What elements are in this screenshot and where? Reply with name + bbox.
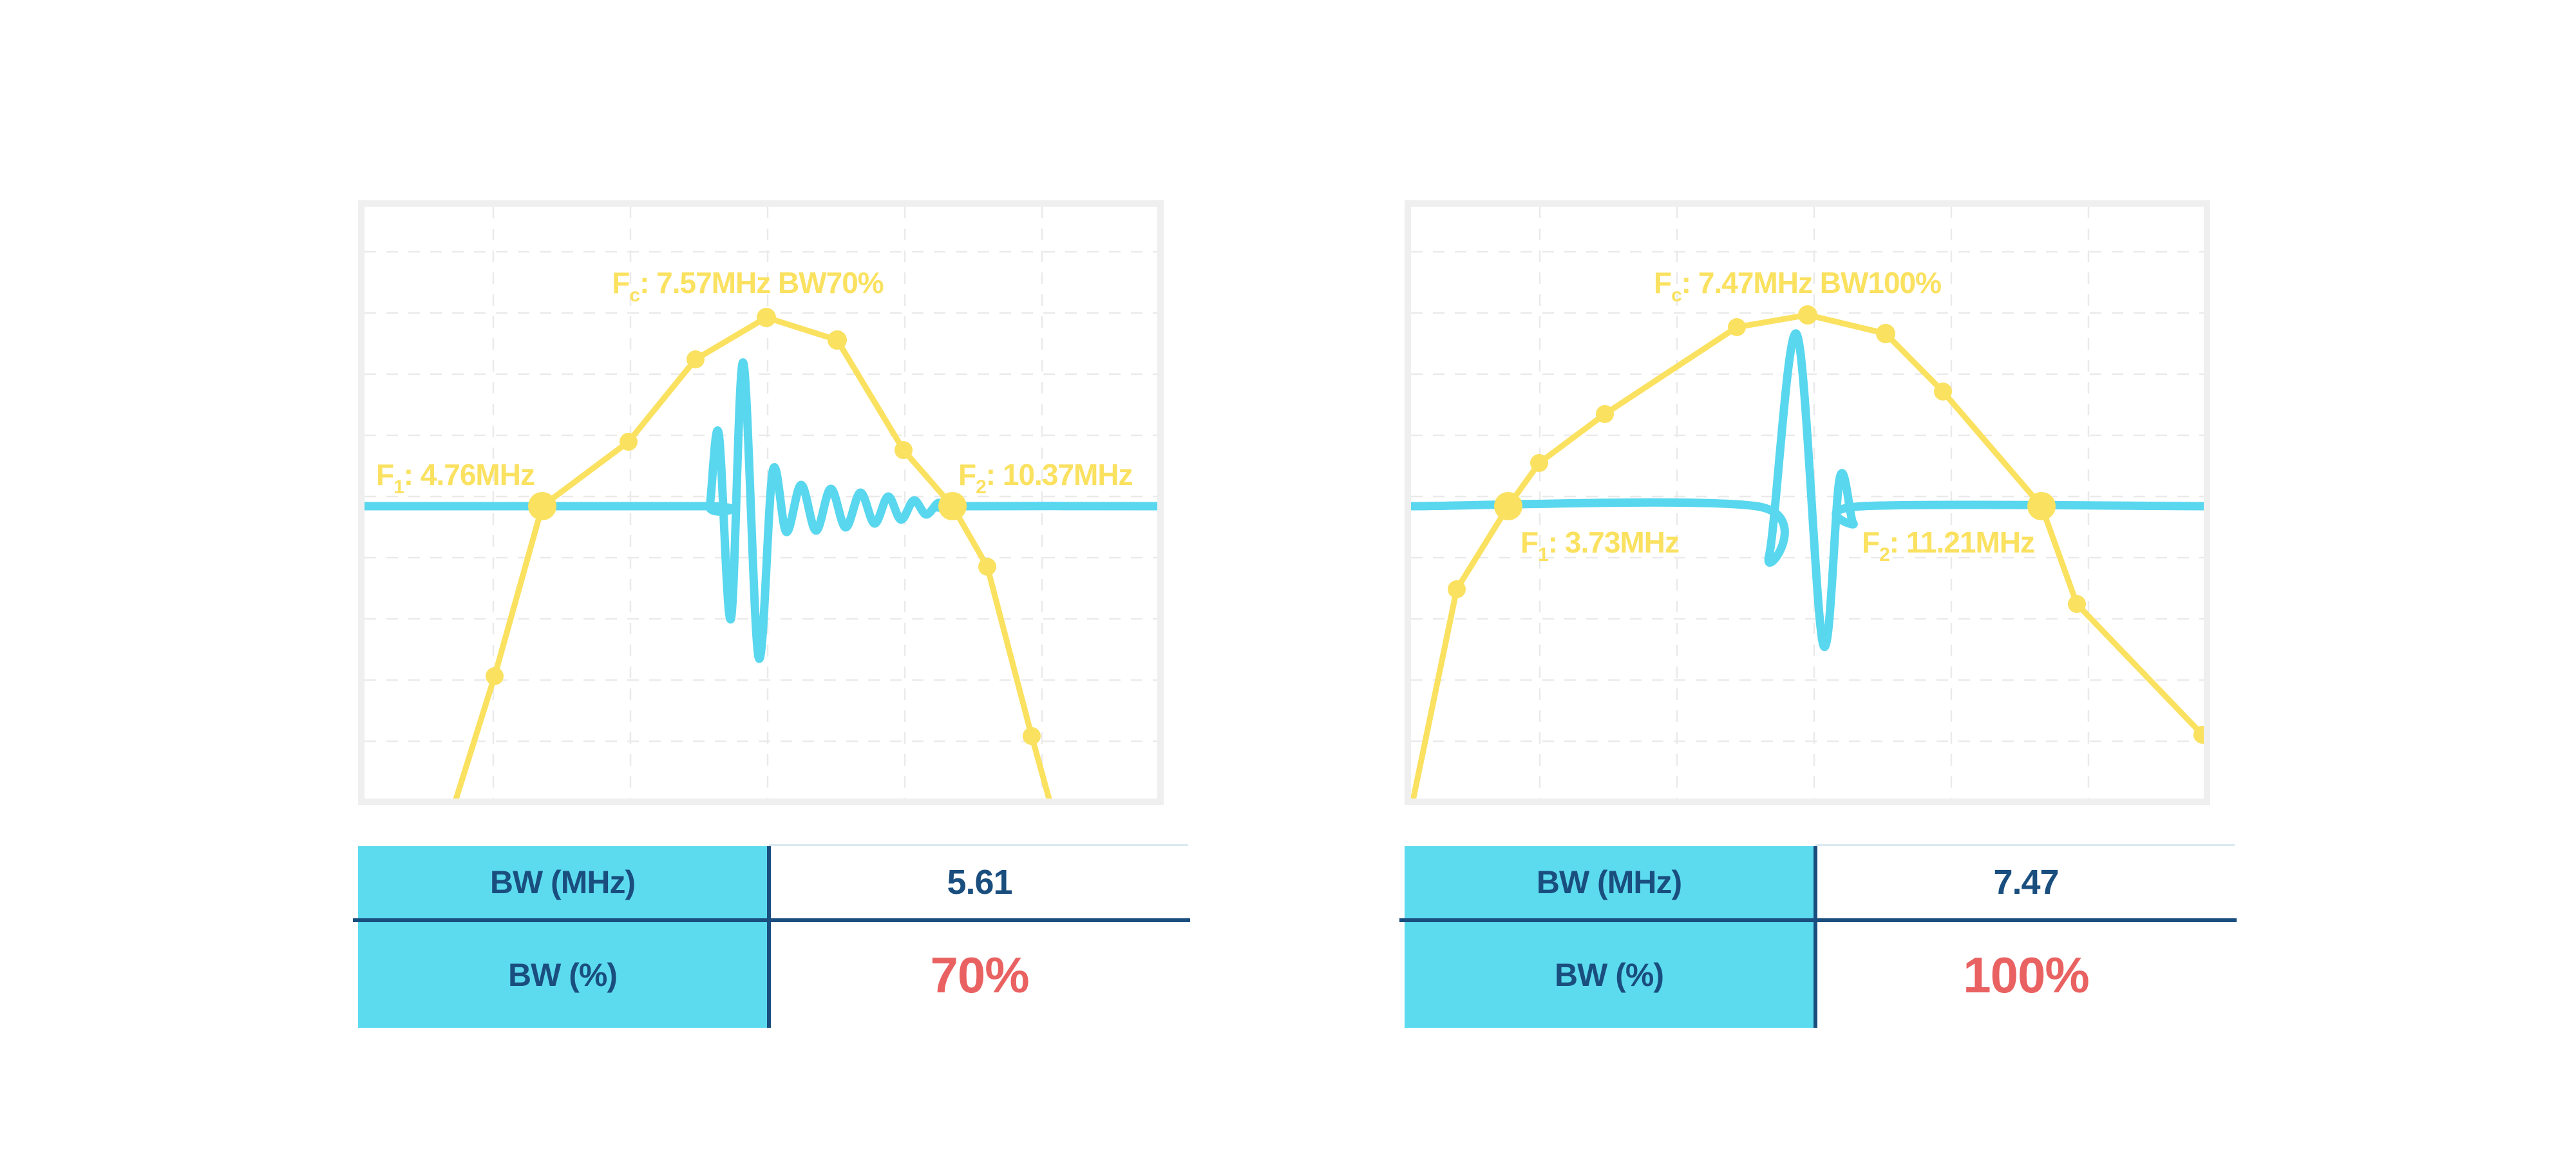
fc-annotation: Fc: 7.47MHz BW100% (1654, 266, 1941, 306)
table-row-divider (1399, 918, 2237, 922)
table-header-background (1405, 846, 1815, 1028)
table-row-divider (353, 918, 1190, 922)
bw-pct-value: 100% (1963, 946, 2089, 1003)
f2-annotation: F2: 11.21MHz (1862, 525, 2034, 565)
bandwidth-table-100pct: BW (MHz) 7.47 BW (%) 100% (1399, 837, 2238, 1034)
pulse-waveform (365, 358, 1157, 663)
table-top-rule (1815, 844, 2235, 846)
bw-mhz-label: BW (MHz) (1536, 864, 1682, 900)
table-top-rule (769, 844, 1188, 846)
table-header-background (358, 846, 769, 1028)
spectrum-curve (453, 314, 1052, 799)
bw-pct-value: 70% (930, 946, 1029, 1003)
bw-mhz-label: BW (MHz) (489, 864, 636, 900)
f1-annotation: F1: 4.76MHz (376, 458, 535, 498)
spectrum-chart-70pct: Fc: 7.57MHz BW70% F1: 4.76MHz F2: 10.37MHz (358, 200, 1164, 805)
fc-annotation: Fc: 7.57MHz BW70% (612, 266, 884, 306)
spectrum-curve (1411, 312, 2204, 799)
bw-mhz-value: 7.47 (1993, 863, 2059, 902)
bw-pct-label: BW (%) (1555, 957, 1664, 993)
spectrum-plot-100pct: Fc: 7.47MHz BW100% F1: 3.73MHz F2: 11.21MH… (1411, 207, 2204, 799)
bw-mhz-value: 5.61 (947, 863, 1012, 902)
spectrum-plot-70pct: Fc: 7.57MHz BW70% F1: 4.76MHz F2: 10.37MHz (365, 207, 1157, 799)
bandwidth-table-70pct: BW (MHz) 5.61 BW (%) 70% (353, 837, 1191, 1034)
f1-annotation: F1: 3.73MHz (1520, 525, 1679, 565)
f2-annotation: F2: 10.37MHz (958, 458, 1133, 498)
spectrum-chart-100pct: Fc: 7.47MHz BW100% F1: 3.73MHz F2: 11.21MH… (1405, 200, 2210, 805)
pulse-waveform (1411, 329, 2204, 651)
spectrum-markers (1448, 305, 2204, 744)
bw-pct-label: BW (%) (508, 957, 618, 993)
table-column-divider (767, 846, 771, 1028)
table-column-divider (1814, 846, 1817, 1028)
spectrum-markers (486, 308, 1041, 745)
